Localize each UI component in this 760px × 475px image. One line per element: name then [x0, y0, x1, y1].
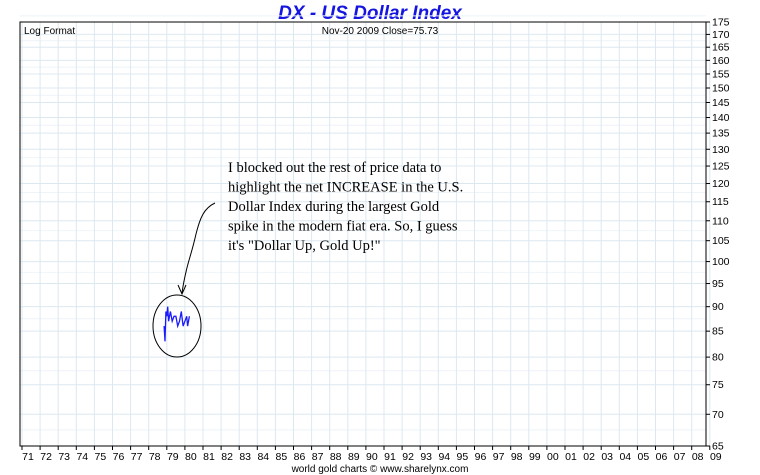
- x-tick-label: 95: [457, 451, 469, 463]
- annotation-line: it's "Dollar Up, Gold Up!": [228, 238, 381, 254]
- x-tick-label: 98: [511, 451, 523, 463]
- x-tick-label: 76: [113, 451, 125, 463]
- x-tick-label: 73: [58, 451, 70, 463]
- grid: [20, 15, 711, 447]
- y-tick-label: 150: [712, 82, 730, 94]
- y-tick-label: 125: [712, 161, 730, 173]
- y-tick-label: 65: [712, 441, 724, 453]
- series-line: [163, 306, 191, 342]
- y-tick-label: 90: [712, 301, 724, 313]
- scale-label: Log Format: [24, 26, 75, 37]
- x-tick-label: 05: [638, 451, 650, 463]
- x-tick-label: 08: [692, 451, 704, 463]
- y-tick-label: 135: [712, 128, 730, 140]
- annotation-arrow: [181, 202, 216, 294]
- series-layer: [163, 306, 191, 342]
- annotation-line: spike in the modern fiat era. So, I gues…: [228, 219, 458, 235]
- y-tick-label: 105: [712, 235, 730, 247]
- y-tick-label: 165: [712, 42, 730, 54]
- x-tick-label: 90: [366, 451, 378, 463]
- x-tick-label: 89: [348, 451, 360, 463]
- y-tick-label: 120: [712, 178, 730, 190]
- y-tick-label: 80: [712, 352, 724, 364]
- y-tick-label: 175: [712, 17, 730, 29]
- x-tick-label: 84: [257, 451, 269, 463]
- y-tick-label: 145: [712, 97, 730, 109]
- x-tick-label: 00: [547, 451, 559, 463]
- y-tick-label: 160: [712, 55, 730, 67]
- x-tick-label: 86: [294, 451, 306, 463]
- y-tick-label: 110: [712, 215, 729, 227]
- y-axis: 65 70 75 80 85 90 95 100 105 110 115 120 125 130 135 14…: [706, 17, 730, 453]
- chart-title: DX - US Dollar Index: [278, 3, 463, 24]
- x-tick-label: 02: [583, 451, 595, 463]
- x-tick-label: 74: [76, 451, 88, 463]
- chart-credit: world gold charts © www.sharelynx.com: [291, 464, 469, 475]
- x-tick-label: 97: [493, 451, 505, 463]
- x-tick-label: 78: [149, 451, 161, 463]
- header-info: Nov-20 2009 Close=75.73: [322, 26, 439, 37]
- y-tick-label: 100: [712, 256, 730, 268]
- x-tick-label: 93: [420, 451, 432, 463]
- y-tick-label: 75: [712, 379, 724, 391]
- x-tick-label: 91: [384, 451, 396, 463]
- x-tick-label: 04: [619, 451, 631, 463]
- x-tick-label: 07: [674, 451, 686, 463]
- x-tick-label: 83: [239, 451, 251, 463]
- x-tick-label: 87: [312, 451, 324, 463]
- x-tick-label: 79: [167, 451, 179, 463]
- y-tick-label: 115: [712, 196, 729, 208]
- y-tick-label: 170: [712, 29, 730, 41]
- y-tick-label: 155: [712, 68, 730, 80]
- x-tick-label: 85: [276, 451, 288, 463]
- annotation-line: Dollar Index during the largest Gold: [228, 199, 440, 215]
- x-tick-label: 99: [529, 451, 541, 463]
- x-tick-label: 82: [221, 451, 233, 463]
- annotation-line: I blocked out the rest of price data to: [228, 160, 441, 176]
- x-tick-label: 71: [22, 451, 34, 463]
- y-tick-label: 140: [712, 112, 730, 124]
- annotation-line: highlight the net INCREASE in the U.S.: [228, 180, 463, 196]
- x-axis: 71 72 73 74 75 76 77 78 79 80 81 82 83 84 85 86 87 88 89 90…: [21, 446, 722, 463]
- x-tick-label: 88: [330, 451, 342, 463]
- x-tick-label: 01: [565, 451, 577, 463]
- y-tick-label: 70: [712, 409, 724, 421]
- x-tick-label: 09: [710, 451, 722, 463]
- y-tick-label: 85: [712, 326, 724, 338]
- x-tick-label: 77: [131, 451, 143, 463]
- x-tick-label: 80: [185, 451, 197, 463]
- y-tick-label: 95: [712, 278, 724, 290]
- x-tick-label: 06: [656, 451, 668, 463]
- highlight-circle: [152, 294, 202, 358]
- x-tick-label: 03: [601, 451, 613, 463]
- x-tick-label: 75: [95, 451, 107, 463]
- x-tick-label: 72: [40, 451, 52, 463]
- plot-frame: [19, 21, 707, 447]
- x-tick-label: 96: [475, 451, 487, 463]
- x-tick-label: 94: [438, 451, 450, 463]
- x-tick-label: 92: [402, 451, 414, 463]
- x-tick-label: 81: [203, 451, 215, 463]
- annotation-arrowhead: [177, 284, 187, 296]
- y-tick-label: 130: [712, 144, 730, 156]
- annotation-text: I blocked out the rest of price data to h…: [228, 160, 463, 254]
